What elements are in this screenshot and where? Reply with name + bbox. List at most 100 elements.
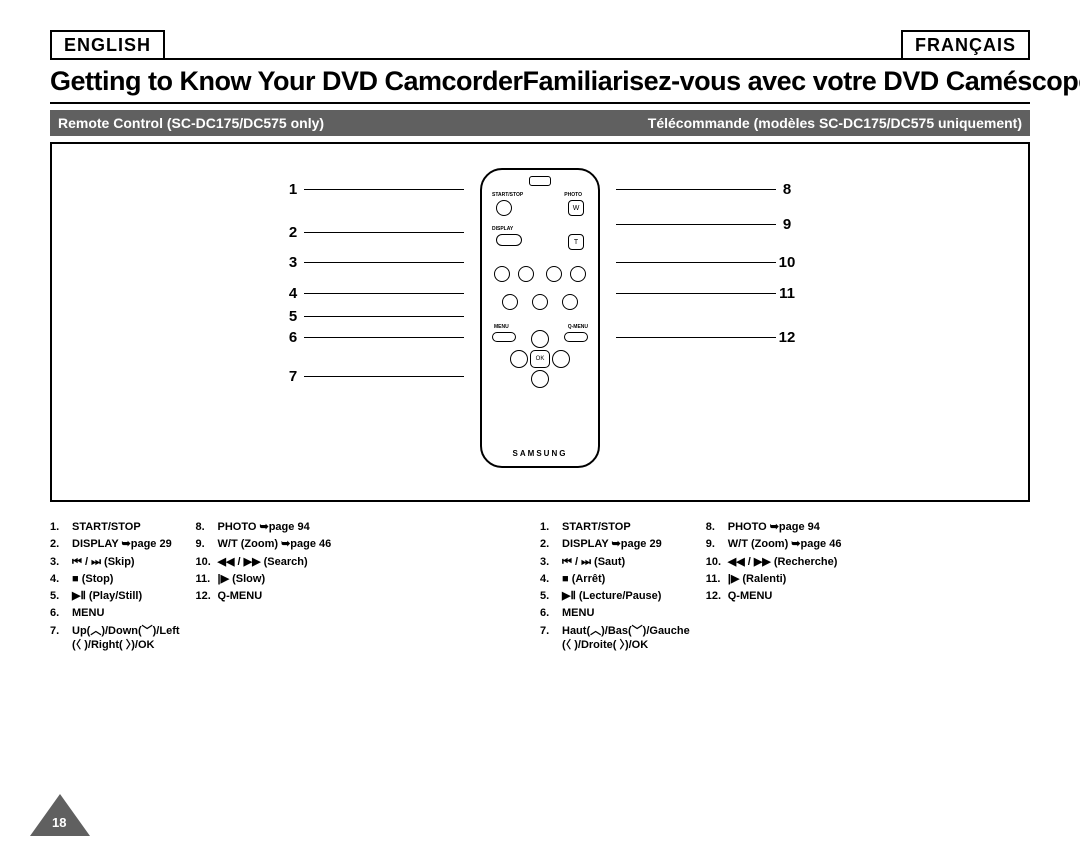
- lang-tab-english: ENGLISH: [50, 30, 165, 60]
- legend-item-number: 9.: [196, 537, 218, 551]
- section-titles: Getting to Know Your DVD Camcorder Famil…: [50, 58, 1030, 104]
- callout-number: 12: [776, 329, 798, 346]
- callout-number: 5: [282, 308, 304, 325]
- callout-line: [616, 262, 776, 263]
- legend-item-text: |▶ (Slow): [218, 572, 266, 586]
- legend-item: 11.|▶ (Ralenti): [706, 572, 842, 586]
- callout-line: [304, 376, 464, 377]
- legend-item-number: 8.: [196, 520, 218, 534]
- manual-page: ENGLISH FRANÇAIS Getting to Know Your DV…: [50, 30, 1030, 836]
- legend-item-text: PHOTO ➥page 94: [218, 520, 310, 534]
- callout-number: 8: [776, 181, 798, 198]
- title-english: Getting to Know Your DVD Camcorder: [50, 60, 523, 102]
- legend-item-text: Q-MENU: [728, 589, 773, 603]
- legend-item: 6.MENU: [540, 606, 690, 620]
- callout-number: 7: [282, 368, 304, 385]
- ok-button: OK: [530, 350, 550, 368]
- callout-6: 6: [282, 329, 464, 346]
- legend-item: 9.W/T (Zoom) ➥page 46: [706, 537, 842, 551]
- legend-item-number: 5.: [50, 589, 72, 603]
- legend-item-text: ◀◀ / ▶▶ (Search): [218, 555, 308, 569]
- callout-number: 9: [776, 216, 798, 233]
- legend-francais: 1.START/STOP2.DISPLAY ➥page 293.⏮ / ⏭ (S…: [540, 520, 1030, 655]
- legend-item: 12.Q-MENU: [196, 589, 332, 603]
- legend-item-number: 10.: [196, 555, 218, 569]
- legend-item: 7.Up(︿)/Down(﹀)/Left (〈 )/Right( 〉)/OK: [50, 624, 180, 653]
- label-qmenu: Q-MENU: [568, 324, 588, 330]
- dpad-left-button: [510, 350, 528, 368]
- search-fwd-button: [570, 266, 586, 282]
- callout-9: 9: [616, 216, 798, 233]
- remote-control-illustration: START/STOP PHOTO W DISPLAY T MENU Q-MENU: [480, 168, 600, 468]
- skip-next-button: [518, 266, 534, 282]
- legend-item-number: 7.: [50, 624, 72, 653]
- legend-item-text: START/STOP: [562, 520, 631, 534]
- legend-item-text: Up(︿)/Down(﹀)/Left (〈 )/Right( 〉)/OK: [72, 624, 180, 653]
- legend-item-number: 8.: [706, 520, 728, 534]
- legend-item-text: Q-MENU: [218, 589, 263, 603]
- dpad-right-button: [552, 350, 570, 368]
- legend-item-number: 11.: [706, 572, 728, 586]
- legend-item-number: 5.: [540, 589, 562, 603]
- callout-1: 1: [282, 181, 464, 198]
- legend-item-text: DISPLAY ➥page 29: [72, 537, 172, 551]
- legend-item: 12.Q-MENU: [706, 589, 842, 603]
- play-still-button: [532, 294, 548, 310]
- title-francais: Familiarisez-vous avec votre DVD Camésco…: [523, 60, 1080, 102]
- display-button: [496, 234, 522, 246]
- legend-item: 11.|▶ (Slow): [196, 572, 332, 586]
- callout-10: 10: [616, 254, 798, 271]
- zoom-t-button: T: [568, 234, 584, 250]
- callout-line: [304, 189, 464, 190]
- subtitle-english: Remote Control (SC-DC175/DC575 only): [50, 110, 540, 136]
- legend-item-number: 4.: [50, 572, 72, 586]
- brand-label: SAMSUNG: [482, 449, 598, 458]
- callout-line: [304, 262, 464, 263]
- callout-number: 10: [776, 254, 798, 271]
- legend-item-text: ■ (Stop): [72, 572, 113, 586]
- callout-number: 3: [282, 254, 304, 271]
- legend-item: 5.▶Ⅱ (Lecture/Pause): [540, 589, 690, 603]
- legend-item: 10.◀◀ / ▶▶ (Recherche): [706, 555, 842, 569]
- legend-item-number: 12.: [706, 589, 728, 603]
- legend-item-text: ■ (Arrêt): [562, 572, 605, 586]
- legend-item-text: Haut(︿)/Bas(﹀)/Gauche (〈 )/Droite( 〉)/OK: [562, 624, 690, 653]
- legend-item: 8.PHOTO ➥page 94: [706, 520, 842, 534]
- callout-7: 7: [282, 368, 464, 385]
- legend-english: 1.START/STOP2.DISPLAY ➥page 293.⏮ / ⏭ (S…: [50, 520, 540, 655]
- legend-item: 9.W/T (Zoom) ➥page 46: [196, 537, 332, 551]
- label-photo: PHOTO: [564, 192, 582, 198]
- legend-item: 2.DISPLAY ➥page 29: [540, 537, 690, 551]
- legend-item-text: ▶Ⅱ (Lecture/Pause): [562, 589, 661, 603]
- legend-item-text: DISPLAY ➥page 29: [562, 537, 662, 551]
- callout-number: 11: [776, 285, 798, 302]
- dpad-down-button: [531, 370, 549, 388]
- legend-item-number: 3.: [540, 555, 562, 569]
- callout-line: [616, 224, 776, 225]
- legend-item: 3.⏮ / ⏭ (Skip): [50, 555, 180, 569]
- label-start-stop: START/STOP: [492, 192, 523, 198]
- legend-item: 7.Haut(︿)/Bas(﹀)/Gauche (〈 )/Droite( 〉)/…: [540, 624, 690, 653]
- legend-item-number: 2.: [50, 537, 72, 551]
- ir-window: [529, 176, 551, 186]
- legend-item-text: ◀◀ / ▶▶ (Recherche): [728, 555, 838, 569]
- legend-item-text: ⏮ / ⏭ (Skip): [72, 555, 135, 569]
- legend-item-number: 2.: [540, 537, 562, 551]
- legend-item: 5.▶Ⅱ (Play/Still): [50, 589, 180, 603]
- callout-number: 6: [282, 329, 304, 346]
- callout-12: 12: [616, 329, 798, 346]
- legend-item: 2.DISPLAY ➥page 29: [50, 537, 180, 551]
- photo-w-button: W: [568, 200, 584, 216]
- lang-tab-francais: FRANÇAIS: [901, 30, 1030, 60]
- legend-item-text: MENU: [562, 606, 594, 620]
- legend-item-text: MENU: [72, 606, 104, 620]
- legend-item: 8.PHOTO ➥page 94: [196, 520, 332, 534]
- callout-line: [304, 293, 464, 294]
- legend-item-text: W/T (Zoom) ➥page 46: [728, 537, 842, 551]
- skip-prev-button: [494, 266, 510, 282]
- callout-line: [304, 337, 464, 338]
- dpad-up-button: [531, 330, 549, 348]
- legend-item-number: 1.: [540, 520, 562, 534]
- callout-11: 11: [616, 285, 798, 302]
- subtitle-bar: Remote Control (SC-DC175/DC575 only) Tél…: [50, 110, 1030, 136]
